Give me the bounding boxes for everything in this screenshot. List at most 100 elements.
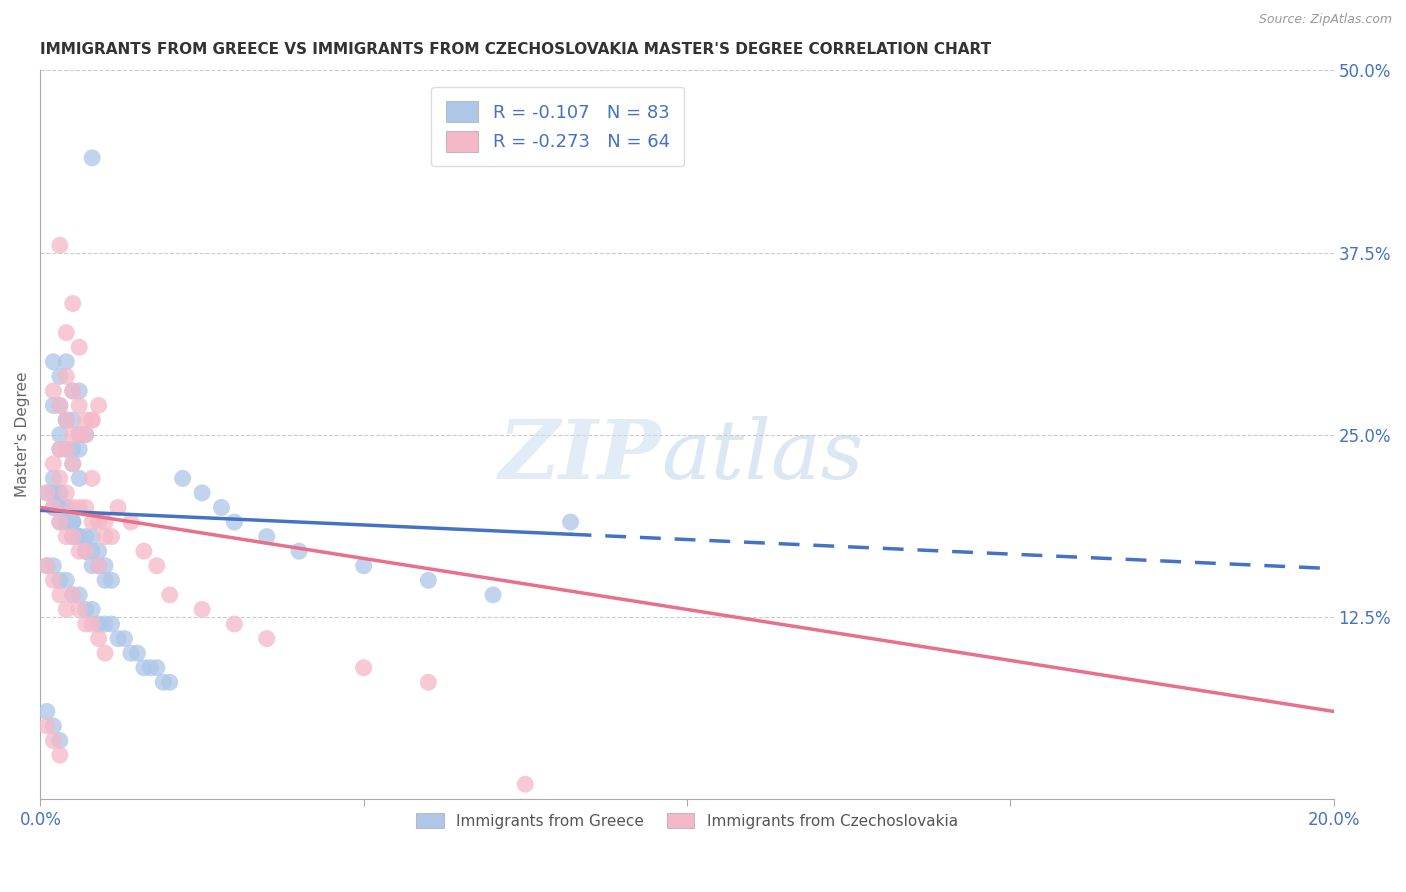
Point bbox=[42, 486, 65, 500]
Point bbox=[224, 617, 246, 632]
Point bbox=[42, 355, 65, 369]
Point bbox=[42, 558, 65, 573]
Point bbox=[62, 515, 84, 529]
Text: ZIP: ZIP bbox=[499, 417, 661, 497]
Point bbox=[49, 399, 72, 413]
Point bbox=[55, 574, 77, 588]
Point bbox=[67, 602, 90, 616]
Point bbox=[120, 646, 142, 660]
Point bbox=[55, 442, 77, 457]
Point bbox=[49, 486, 72, 500]
Point bbox=[55, 602, 77, 616]
Point bbox=[152, 675, 174, 690]
Point bbox=[353, 558, 375, 573]
Point bbox=[75, 617, 97, 632]
Point bbox=[139, 661, 162, 675]
Point bbox=[82, 602, 104, 616]
Point bbox=[67, 471, 90, 485]
Point bbox=[94, 558, 117, 573]
Point bbox=[75, 602, 97, 616]
Point bbox=[482, 588, 505, 602]
Point bbox=[55, 413, 77, 427]
Point bbox=[211, 500, 233, 515]
Point bbox=[82, 544, 104, 558]
Point bbox=[42, 500, 65, 515]
Point bbox=[172, 471, 194, 485]
Point bbox=[67, 340, 90, 354]
Point bbox=[35, 558, 58, 573]
Point bbox=[49, 471, 72, 485]
Point bbox=[256, 530, 278, 544]
Point bbox=[62, 588, 84, 602]
Point bbox=[55, 530, 77, 544]
Point bbox=[82, 530, 104, 544]
Point bbox=[49, 733, 72, 747]
Point bbox=[159, 675, 181, 690]
Point bbox=[55, 369, 77, 384]
Point bbox=[353, 661, 375, 675]
Point bbox=[42, 384, 65, 398]
Point bbox=[55, 500, 77, 515]
Point bbox=[67, 530, 90, 544]
Point bbox=[82, 413, 104, 427]
Point bbox=[94, 646, 117, 660]
Point bbox=[127, 646, 149, 660]
Point bbox=[256, 632, 278, 646]
Point bbox=[49, 500, 72, 515]
Point bbox=[107, 500, 129, 515]
Point bbox=[94, 574, 117, 588]
Point bbox=[42, 500, 65, 515]
Point bbox=[418, 675, 440, 690]
Point bbox=[49, 442, 72, 457]
Point bbox=[67, 427, 90, 442]
Point bbox=[42, 574, 65, 588]
Point bbox=[82, 471, 104, 485]
Point bbox=[55, 413, 77, 427]
Point bbox=[55, 355, 77, 369]
Point bbox=[75, 500, 97, 515]
Point bbox=[82, 151, 104, 165]
Point bbox=[100, 617, 122, 632]
Point bbox=[418, 574, 440, 588]
Point bbox=[87, 399, 110, 413]
Point bbox=[159, 588, 181, 602]
Point bbox=[62, 500, 84, 515]
Y-axis label: Master's Degree: Master's Degree bbox=[15, 372, 30, 498]
Point bbox=[67, 399, 90, 413]
Point bbox=[62, 427, 84, 442]
Point bbox=[560, 515, 582, 529]
Point bbox=[62, 384, 84, 398]
Point bbox=[100, 530, 122, 544]
Point bbox=[49, 427, 72, 442]
Point bbox=[87, 544, 110, 558]
Point bbox=[107, 632, 129, 646]
Point bbox=[62, 296, 84, 310]
Point bbox=[62, 588, 84, 602]
Point bbox=[224, 515, 246, 529]
Point bbox=[35, 705, 58, 719]
Point bbox=[82, 617, 104, 632]
Point bbox=[49, 399, 72, 413]
Point bbox=[55, 442, 77, 457]
Point bbox=[62, 530, 84, 544]
Point bbox=[35, 486, 58, 500]
Point bbox=[94, 530, 117, 544]
Point bbox=[120, 515, 142, 529]
Point bbox=[75, 544, 97, 558]
Point bbox=[42, 399, 65, 413]
Point bbox=[35, 719, 58, 733]
Point bbox=[42, 457, 65, 471]
Point bbox=[49, 515, 72, 529]
Point bbox=[75, 544, 97, 558]
Point bbox=[42, 471, 65, 485]
Point bbox=[49, 486, 72, 500]
Point bbox=[114, 632, 136, 646]
Point bbox=[132, 544, 155, 558]
Text: atlas: atlas bbox=[661, 417, 863, 497]
Point bbox=[49, 574, 72, 588]
Point bbox=[62, 457, 84, 471]
Point bbox=[49, 515, 72, 529]
Point bbox=[62, 413, 84, 427]
Point bbox=[87, 515, 110, 529]
Point bbox=[67, 588, 90, 602]
